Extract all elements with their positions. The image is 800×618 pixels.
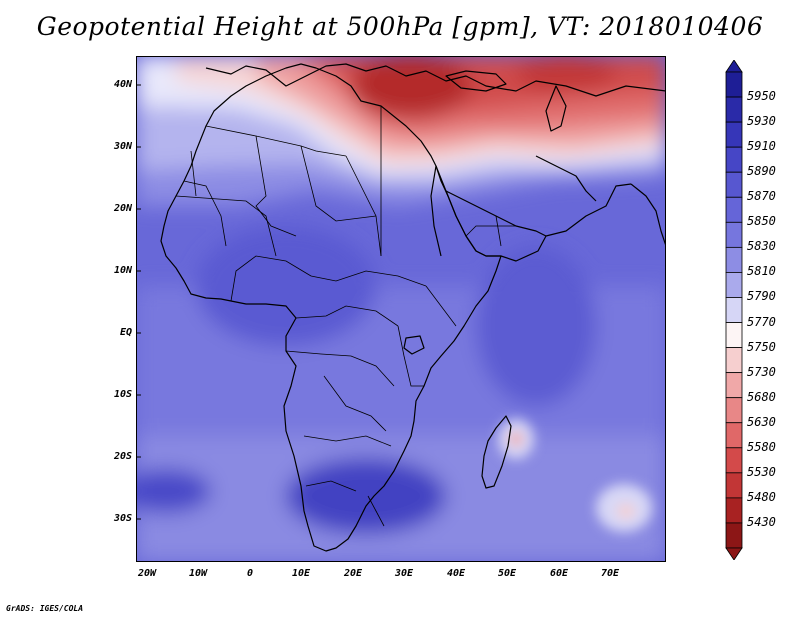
colorbar-cell — [725, 196, 743, 223]
colorbar-cell — [725, 272, 743, 298]
colorbar-cell — [725, 71, 743, 98]
colorbar-level-label: 5850 — [747, 214, 776, 229]
colorbar-level-label: 5680 — [747, 389, 776, 404]
colorbar-cell — [725, 322, 743, 348]
colorbar-level-label: 5770 — [747, 314, 776, 329]
colorbar-level-label: 5870 — [747, 189, 776, 204]
lon-label-0: 0 — [246, 568, 254, 579]
colorbar-level-label: 5630 — [747, 414, 776, 429]
lon-label-30e: 30E — [394, 568, 414, 579]
contour-map — [136, 56, 666, 562]
lon-label-20w: 20W — [137, 568, 157, 579]
colorbar-cell — [725, 347, 743, 374]
lat-label-eq: EQ — [119, 327, 132, 338]
grads-credit: GrADS: IGES/COLA — [6, 604, 84, 613]
colorbar-swatches — [725, 59, 743, 561]
colorbar-cell — [725, 146, 743, 173]
colorbar-cell — [725, 372, 743, 399]
colorbar-cell — [725, 522, 743, 549]
lat-label-10s: 10S — [113, 389, 132, 400]
coastlines — [160, 63, 666, 552]
colorbar-cell — [725, 497, 743, 524]
colorbar-bottom-arrow — [725, 547, 743, 561]
lat-label-40n: 40N — [113, 79, 132, 90]
colorbar-cell — [725, 121, 743, 148]
lat-label-20n: 20N — [113, 203, 132, 214]
colorbar-level-label: 5890 — [747, 164, 776, 179]
map-title: Geopotential Height at 500hPa [gpm], VT:… — [36, 12, 764, 41]
lon-label-70e: 70E — [600, 568, 620, 579]
colorbar-cell — [725, 246, 743, 273]
map-area — [136, 56, 666, 562]
lon-label-50e: 50E — [497, 568, 517, 579]
lon-label-40e: 40E — [446, 568, 466, 579]
colorbar-cell — [725, 297, 743, 323]
colorbar-cell — [725, 96, 743, 123]
lat-label-30s: 30S — [113, 513, 132, 524]
colorbar-level-label: 5730 — [747, 364, 776, 379]
colorbar-level-label: 5580 — [747, 439, 776, 454]
lon-label-60e: 60E — [549, 568, 569, 579]
lat-label-10n: 10N — [113, 265, 132, 276]
colorbar-level-label: 5430 — [747, 514, 776, 529]
colorbar-level-label: 5480 — [747, 489, 776, 504]
colorbar-cell — [725, 472, 743, 499]
lon-label-10w: 10W — [188, 568, 208, 579]
colorbar-cell — [725, 397, 743, 424]
lon-label-20e: 20E — [343, 568, 363, 579]
colorbar-level-label: 5930 — [747, 114, 776, 129]
map-frame — [136, 56, 666, 562]
colorbar-level-label: 5950 — [747, 89, 776, 104]
colorbar-level-label: 5830 — [747, 239, 776, 254]
colorbar-cell — [725, 171, 743, 198]
colorbar: 5950 5930 5910 5890 5870 5850 5830 5810 5790 5770… — [722, 59, 792, 561]
colorbar-level-label: 5530 — [747, 464, 776, 479]
colorbar-level-label: 5910 — [747, 139, 776, 154]
lon-label-10e: 10E — [291, 568, 311, 579]
colorbar-cell — [725, 221, 743, 248]
lat-label-30n: 30N — [113, 141, 132, 152]
colorbar-top-arrow — [725, 59, 743, 73]
colorbar-cell — [725, 447, 743, 474]
colorbar-level-label: 5790 — [747, 289, 776, 304]
colorbar-level-label: 5810 — [747, 264, 776, 279]
colorbar-level-label: 5750 — [747, 339, 776, 354]
colorbar-cell — [725, 422, 743, 449]
lat-label-20s: 20S — [113, 451, 132, 462]
country-borders — [175, 106, 516, 527]
